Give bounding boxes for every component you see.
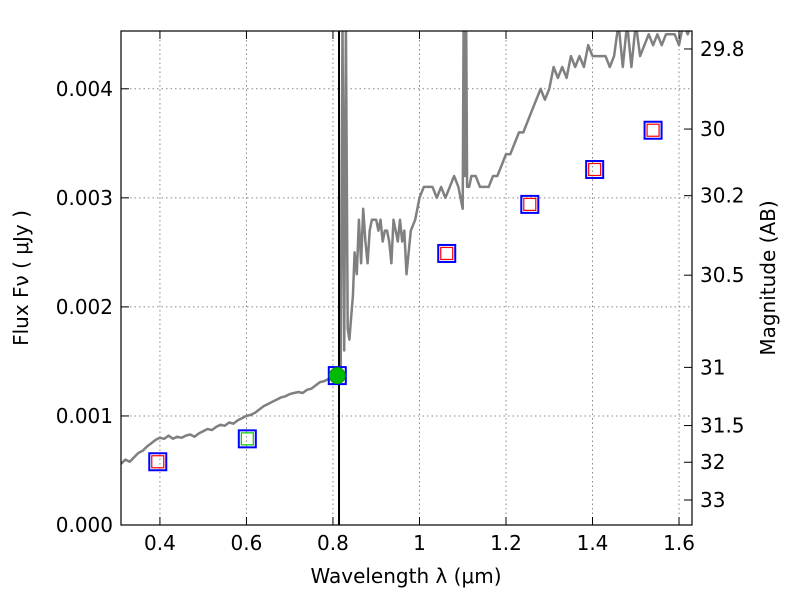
y2-tick-label: 30 <box>700 117 725 141</box>
x-tick-label: 1.4 <box>577 531 609 555</box>
y2-tick-label: 30.5 <box>700 263 745 287</box>
observed-point-marker <box>237 429 257 449</box>
y-axis-title: Flux Fν ( μJy ) <box>9 210 33 346</box>
x-tick-label: 1.6 <box>663 531 695 555</box>
y-tick-label: 0.003 <box>56 186 113 210</box>
y-axis-ticks: 0.000 0.001 0.002 0.003 0.004 <box>56 77 129 537</box>
x-tick-label: 0.8 <box>317 531 349 555</box>
y2-tick-label: 31.5 <box>700 414 745 438</box>
model-point-marker <box>240 432 254 446</box>
x-axis-ticks: 0.4 0.6 0.8 1 1.2 1.4 1.6 <box>144 31 695 555</box>
model-point-marker <box>523 197 537 211</box>
y-tick-label: 0.001 <box>56 404 113 428</box>
observed-point-marker <box>437 243 457 263</box>
y2-tick-label: 32 <box>700 450 725 474</box>
y2-tick-label: 30.2 <box>700 184 745 208</box>
y2-axis-title: Magnitude (AB) <box>756 200 780 355</box>
y2-tick-label: 31 <box>700 355 725 379</box>
model-point-marker <box>646 123 660 137</box>
y-tick-label: 0.002 <box>56 295 113 319</box>
x-axis-title: Wavelength λ (μm) <box>310 564 501 588</box>
model-point-marker <box>151 455 165 469</box>
observed-point-marker <box>148 452 168 472</box>
observed-point-marker <box>643 120 663 140</box>
model-point-marker <box>440 246 454 261</box>
x-tick-label: 1 <box>413 531 426 555</box>
y2-tick-label: 29.8 <box>700 37 745 61</box>
model-point-marker <box>588 162 602 177</box>
spectrum-line <box>121 31 691 465</box>
observed-point-marker <box>520 194 540 214</box>
detection-point-marker <box>328 367 346 385</box>
plot-area <box>121 31 691 525</box>
x-tick-label: 0.4 <box>144 531 176 555</box>
y2-axis-ticks: 29.8 30 30.2 30.5 31 31.5 32 33 <box>684 37 745 512</box>
plot-frame <box>120 30 693 526</box>
observed-point-marker <box>585 159 605 179</box>
x-tick-label: 0.6 <box>231 531 263 555</box>
y2-tick-label: 33 <box>700 488 725 512</box>
y-tick-label: 0.004 <box>56 77 113 101</box>
x-tick-label: 1.2 <box>490 531 522 555</box>
y-tick-label: 0.000 <box>56 513 113 537</box>
